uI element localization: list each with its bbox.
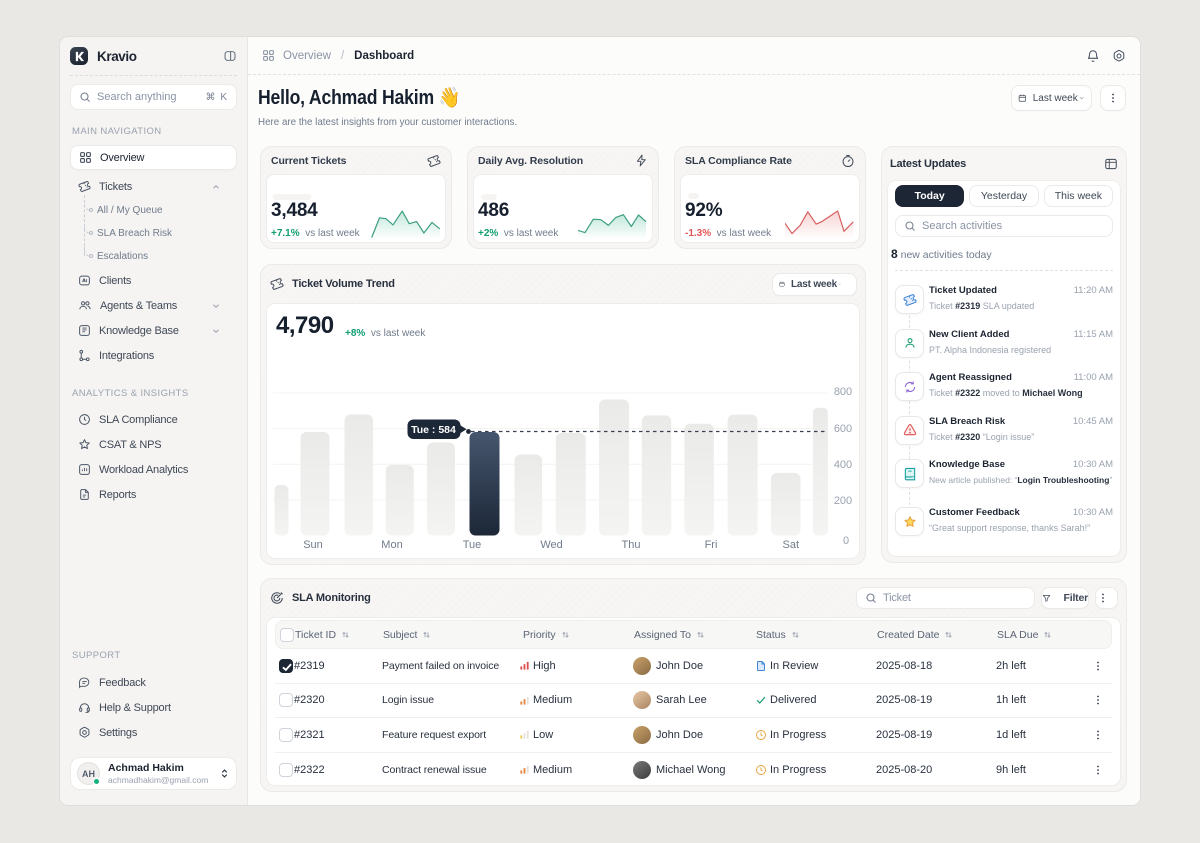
svg-text:Fri: Fri xyxy=(705,539,718,551)
svg-text:Thu: Thu xyxy=(622,539,641,551)
svg-text:Sat: Sat xyxy=(783,539,800,551)
svg-text:400: 400 xyxy=(834,459,852,471)
svg-text:Tue : 584: Tue : 584 xyxy=(411,424,456,436)
svg-text:800: 800 xyxy=(834,386,852,398)
svg-text:Tue: Tue xyxy=(463,539,482,551)
svg-text:0: 0 xyxy=(843,535,849,547)
svg-text:Mon: Mon xyxy=(381,539,402,551)
svg-text:600: 600 xyxy=(834,423,852,435)
svg-text:Wed: Wed xyxy=(540,539,562,551)
svg-text:200: 200 xyxy=(834,495,852,507)
svg-text:Sun: Sun xyxy=(303,539,323,551)
